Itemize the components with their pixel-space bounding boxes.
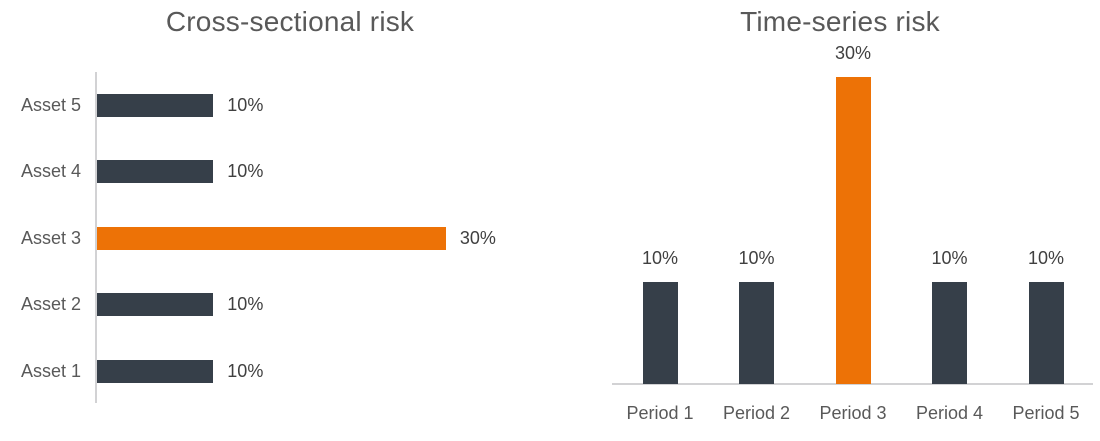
value-label: 10% [738,247,775,268]
category-label: Asset 1 [20,360,81,381]
bar [97,293,214,316]
value-label: 10% [1027,247,1065,268]
category-label: Period 2 [722,403,791,423]
bar [835,76,871,384]
bar [97,359,214,383]
time-series-chart-title: Time-series risk [740,6,940,37]
category-label: Asset 2 [20,294,81,314]
value-label: 30% [459,227,496,248]
value-label: 10% [641,247,679,268]
category-label: Asset 3 [20,227,81,248]
bar [932,281,967,384]
bar [642,281,678,384]
value-label: 10% [931,247,968,268]
category-label: Period 3 [819,403,887,423]
cross-sectional-chart-title: Cross-sectional risk [165,6,415,37]
value-label: 10% [227,94,264,115]
bar [97,93,214,117]
category-label: Period 5 [1012,403,1080,423]
time-series-risk-chart: Time-series risk 10% Period 1 10% Period 2 3… [550,0,1100,441]
value-label: 10% [227,360,264,381]
cross-sectional-risk-chart: Cross-sectional risk Asset 5 10% Asset 4 10… [20,6,496,403]
bar [739,281,774,384]
y-axis-line [95,72,97,403]
bar [97,226,446,250]
value-label: 10% [227,161,264,181]
x-axis-line [612,383,1093,385]
bar [97,160,214,183]
category-label: Period 4 [915,403,984,423]
bar [1028,281,1064,384]
category-label: Asset 5 [20,94,81,115]
category-label: Asset 4 [20,161,81,181]
category-label: Period 1 [626,403,694,423]
value-label: 30% [834,42,872,63]
value-label: 10% [227,294,264,314]
